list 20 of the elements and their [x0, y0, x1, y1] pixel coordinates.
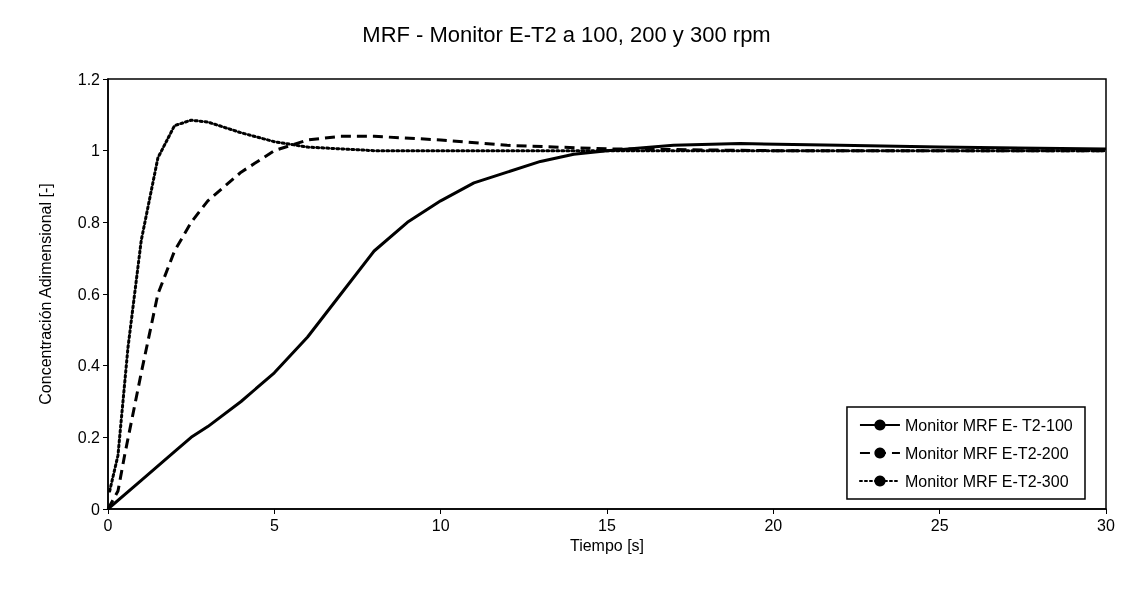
y-tick-label: 1.2 [77, 70, 101, 88]
y-tick-label: 0.4 [77, 357, 101, 375]
x-tick-label: 5 [269, 516, 279, 534]
legend-label: Monitor MRF E- T2-100 [904, 416, 1073, 434]
legend-label: Monitor MRF E-T2-200 [904, 444, 1069, 462]
x-tick-label: 30 [1097, 516, 1115, 534]
y-tick-label: 0 [91, 500, 101, 518]
x-tick-label: 20 [764, 516, 783, 534]
x-axis-title: Tiempo [s] [569, 537, 645, 555]
y-tick-label: 0.8 [77, 213, 101, 231]
chart-title: MRF - Monitor E-T2 a 100, 200 y 300 rpm [362, 21, 771, 47]
x-tick-label: 15 [598, 516, 616, 534]
y-axis-title: Concentración Adimensional [-] [36, 183, 54, 405]
y-tick-label: 0.6 [77, 285, 101, 303]
x-tick-label: 10 [431, 516, 450, 534]
y-tick-label: 1 [91, 142, 101, 160]
x-tick-label: 0 [103, 516, 113, 534]
x-tick-label: 25 [930, 516, 949, 534]
legend-label: Monitor MRF E-T2-300 [904, 472, 1069, 490]
y-tick-label: 0.2 [77, 428, 101, 446]
